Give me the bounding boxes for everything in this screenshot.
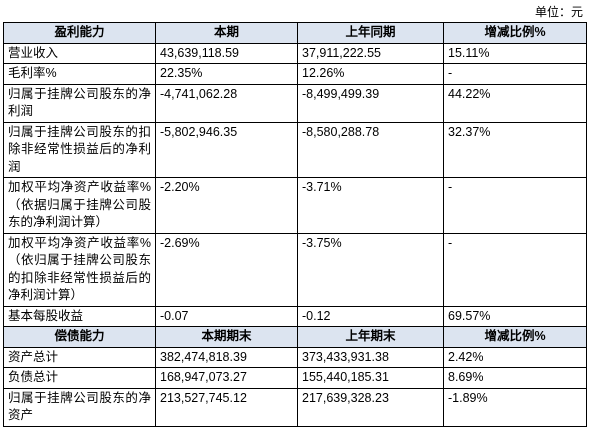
cell: -3.71%	[297, 177, 444, 234]
cell: 155,440,185.31	[297, 367, 444, 389]
data-row: 归属于挂牌公司股东的净利润 -4,741,062.28 -8,499,499.39 4…	[3, 83, 587, 123]
cell: -8,580,288.78	[297, 121, 444, 178]
header-row: 偿债能力 本期期末 上年期末 增减比例%	[3, 326, 587, 348]
cell: -8,499,499.39	[297, 83, 444, 123]
cell: 毛利率%	[3, 63, 156, 85]
header-cell: 偿债能力	[3, 326, 156, 348]
header-cell: 增减比例%	[443, 326, 587, 348]
cell: -2.69%	[155, 232, 298, 307]
cell: -	[443, 177, 587, 234]
cell: 32.37%	[443, 121, 587, 178]
header-cell: 增减比例%	[443, 22, 587, 44]
cell: -0.07	[155, 305, 298, 327]
financial-table: 盈利能力 本期 上年同期 增减比例% 营业收入 43,639,118.59 37,911,2…	[3, 22, 587, 427]
header-cell: 上年期末	[297, 326, 444, 348]
cell: -3.75%	[297, 232, 444, 307]
cell: -2.20%	[155, 177, 298, 234]
cell: 负债总计	[3, 367, 156, 389]
data-row: 营业收入 43,639,118.59 37,911,222.55 15.11%	[3, 42, 587, 64]
cell: 加权平均净资产收益率%（依归属于挂牌公司股东的扣除非经常性损益后的净利润计算）	[3, 232, 156, 307]
cell: 44.22%	[443, 83, 587, 123]
cell: 373,433,931.38	[297, 346, 444, 368]
cell: 基本每股收益	[3, 305, 156, 327]
cell: 43,639,118.59	[155, 42, 298, 64]
header-cell: 本期期末	[155, 326, 298, 348]
data-row: 归属于挂牌公司股东的扣除非经常性损益后的净利润 -5,802,946.35 -8,5…	[3, 121, 587, 178]
cell: -	[443, 63, 587, 85]
cell: 37,911,222.55	[297, 42, 444, 64]
cell: 资产总计	[3, 346, 156, 368]
header-row: 盈利能力 本期 上年同期 增减比例%	[3, 22, 587, 44]
cell: 归属于挂牌公司股东的扣除非经常性损益后的净利润	[3, 121, 156, 178]
cell: -	[443, 232, 587, 307]
data-row: 资产总计 382,474,818.39 373,433,931.38 2.42%	[3, 346, 587, 368]
cell: 168,947,073.27	[155, 367, 298, 389]
cell: 213,527,745.12	[155, 387, 298, 427]
data-row: 负债总计 168,947,073.27 155,440,185.31 8.69%	[3, 367, 587, 389]
cell: 8.69%	[443, 367, 587, 389]
cell: 22.35%	[155, 63, 298, 85]
header-cell: 盈利能力	[3, 22, 156, 44]
cell: -1.89%	[443, 387, 587, 427]
data-row: 归属于挂牌公司股东的净资产 213,527,745.12 217,639,328.2…	[3, 387, 587, 427]
cell: 2.42%	[443, 346, 587, 368]
data-row: 毛利率% 22.35% 12.26% -	[3, 63, 587, 85]
cell: 217,639,328.23	[297, 387, 444, 427]
cell: -5,802,946.35	[155, 121, 298, 178]
cell: 营业收入	[3, 42, 156, 64]
cell: 加权平均净资产收益率%（依据归属于挂牌公司股东的净利润计算）	[3, 177, 156, 234]
cell: 15.11%	[443, 42, 587, 64]
cell: -4,741,062.28	[155, 83, 298, 123]
header-cell: 上年同期	[297, 22, 444, 44]
cell: 归属于挂牌公司股东的净利润	[3, 83, 156, 123]
cell: 382,474,818.39	[155, 346, 298, 368]
unit-label: 单位：元	[534, 5, 583, 19]
cell: 69.57%	[443, 305, 587, 327]
data-row: 加权平均净资产收益率%（依归属于挂牌公司股东的扣除非经常性损益后的净利润计算） -…	[3, 232, 587, 307]
cell: -0.12	[297, 305, 444, 327]
cell: 归属于挂牌公司股东的净资产	[3, 387, 156, 427]
data-row: 加权平均净资产收益率%（依据归属于挂牌公司股东的净利润计算） -2.20% -3.7…	[3, 177, 587, 234]
data-row: 基本每股收益 -0.07 -0.12 69.57%	[3, 305, 587, 327]
header-cell: 本期	[155, 22, 298, 44]
cell: 12.26%	[297, 63, 444, 85]
